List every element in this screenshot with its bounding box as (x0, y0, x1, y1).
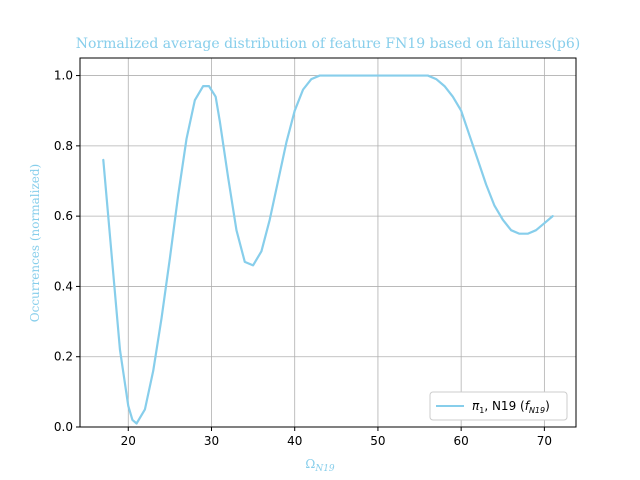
chart-title: Normalized average distribution of featu… (76, 36, 580, 52)
legend-f-sub: N19 (529, 406, 545, 415)
legend-label: π1, N19 (fN19) (472, 399, 550, 415)
x-axis-label: ΩN19 (305, 457, 335, 474)
x-tick-label: 20 (121, 434, 136, 448)
x-tick-label: 70 (537, 434, 552, 448)
y-axis-ticks: 0.0 0.2 0.4 0.6 0.8 1.0 (54, 69, 80, 434)
axes-frame (79, 57, 577, 428)
y-tick-label: 0.4 (54, 279, 73, 293)
x-axis-label-main: Ω (305, 457, 315, 471)
x-tick-label: 40 (287, 434, 302, 448)
x-tick-label: 30 (204, 434, 219, 448)
axes-spines (79, 57, 577, 428)
y-tick-label: 1.0 (54, 69, 73, 83)
legend-end: ) (545, 399, 550, 413)
y-tick-label: 0.2 (54, 350, 73, 364)
x-tick-label: 50 (370, 434, 385, 448)
y-tick-label: 0.6 (54, 209, 73, 223)
legend-f: f (525, 399, 531, 413)
legend-mid: , N19 ( (484, 399, 524, 413)
legend-pi: π (472, 399, 480, 413)
x-axis-label-subscript: N19 (314, 464, 335, 474)
legend-box (429, 391, 568, 421)
legend-pi-sub: 1 (479, 406, 484, 415)
y-axis-label: Occurrences (normalized) (28, 164, 42, 322)
y-tick-label: 0.0 (54, 420, 73, 434)
y-tick-label: 0.8 (54, 139, 73, 153)
plot-area (80, 58, 576, 427)
legend: π1, N19 (fN19) (429, 391, 568, 421)
x-axis-ticks: 20 30 40 50 60 70 (121, 427, 552, 448)
series-line (102, 74, 554, 425)
x-tick-label: 60 (454, 434, 469, 448)
series-layer (102, 74, 554, 425)
